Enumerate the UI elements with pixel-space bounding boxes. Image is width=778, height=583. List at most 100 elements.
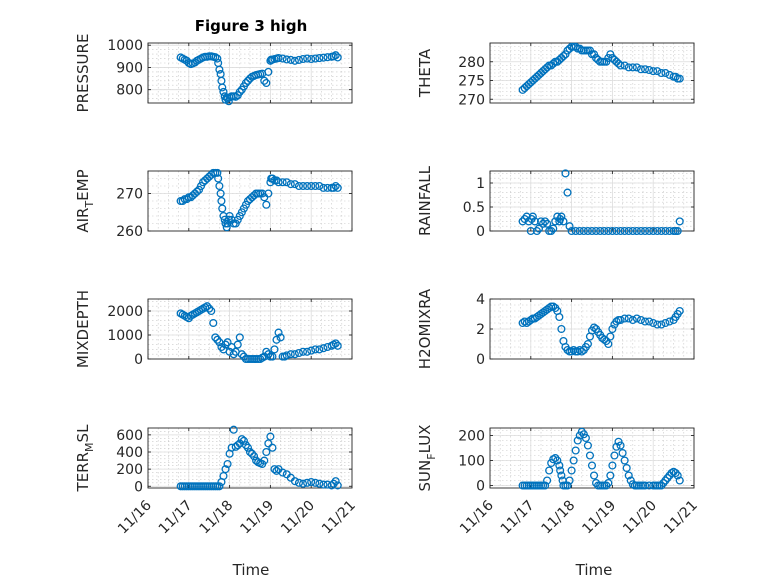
data-point — [675, 74, 684, 83]
data-point — [264, 189, 273, 198]
data-point — [218, 83, 227, 92]
data-point — [567, 466, 576, 475]
data-point — [571, 226, 580, 236]
data-point — [262, 78, 271, 88]
data-point — [522, 212, 531, 221]
data-point — [229, 350, 238, 359]
data-point — [303, 54, 312, 63]
data-point — [303, 347, 312, 356]
data-point — [237, 350, 246, 359]
x-tick-label: 11/19 — [237, 498, 277, 538]
data-point — [620, 61, 629, 70]
data-point — [612, 317, 621, 326]
data-point — [657, 320, 666, 329]
data-point — [663, 473, 672, 483]
data-point — [298, 479, 308, 488]
data-point — [645, 317, 654, 326]
axes-box — [147, 298, 353, 360]
data-point — [556, 466, 565, 475]
data-point — [583, 441, 592, 450]
x-tick-label: 11/16 — [457, 497, 497, 537]
data-point — [331, 477, 340, 486]
y-tick-label: 1 — [476, 176, 485, 192]
y-axis-label: SUNFLUX — [416, 425, 438, 492]
data-point — [649, 67, 658, 76]
data-point — [557, 212, 566, 221]
data-point — [290, 180, 299, 189]
data-point — [549, 224, 558, 233]
data-point — [583, 339, 592, 349]
data-point — [612, 226, 621, 236]
data-point — [252, 456, 261, 465]
data-point — [559, 52, 568, 61]
data-point — [217, 196, 226, 206]
data-point — [331, 181, 340, 191]
axes-box — [147, 170, 353, 232]
data-point — [178, 196, 187, 206]
data-point — [640, 226, 650, 236]
data-point — [239, 436, 248, 445]
data-point — [608, 226, 617, 236]
data-point — [294, 348, 304, 358]
data-point — [561, 169, 570, 178]
data-point — [315, 54, 324, 63]
data-point — [587, 226, 597, 236]
data-point — [618, 448, 627, 458]
data-point — [553, 456, 562, 465]
y-axis-label: TERRMSL — [74, 424, 96, 493]
data-point — [262, 447, 271, 457]
data-point — [608, 461, 617, 470]
data-point — [632, 314, 641, 323]
data-point — [311, 478, 320, 487]
data-point — [632, 226, 641, 236]
data-point — [675, 306, 684, 316]
data-point — [268, 443, 277, 452]
data-point — [278, 54, 287, 63]
data-point — [260, 352, 269, 361]
data-point — [282, 55, 291, 64]
y-tick-label: 270 — [116, 187, 143, 203]
data-point — [266, 432, 275, 441]
data-point — [260, 456, 269, 465]
data-point — [583, 226, 592, 236]
data-point — [286, 180, 295, 189]
data-point — [622, 463, 631, 473]
data-point — [333, 53, 342, 62]
data-point — [270, 465, 279, 474]
axes-box — [489, 427, 695, 489]
data-point — [278, 178, 287, 187]
data-point — [645, 481, 654, 490]
data-point — [587, 461, 597, 470]
axes-box — [147, 42, 353, 104]
data-point — [333, 183, 342, 192]
data-point — [290, 477, 299, 486]
data-point — [636, 65, 646, 74]
data-point — [624, 63, 633, 72]
data-point — [620, 226, 629, 236]
x-tick-label: 11/16 — [115, 497, 155, 537]
data-point — [616, 61, 625, 70]
data-point — [286, 55, 295, 64]
data-point — [319, 53, 328, 62]
axes-box — [147, 427, 353, 489]
data-point — [526, 226, 535, 236]
data-point — [616, 441, 625, 450]
data-point — [274, 178, 283, 187]
data-point — [207, 306, 216, 316]
data-point — [661, 476, 670, 485]
y-tick-label: 0 — [476, 479, 485, 495]
data-point — [235, 333, 244, 342]
x-tick-label: 11/18 — [539, 498, 579, 538]
data-point — [221, 465, 230, 474]
data-point — [589, 323, 599, 332]
data-point — [606, 332, 615, 341]
data-point — [262, 200, 271, 209]
data-point — [311, 345, 320, 354]
data-point — [262, 347, 271, 356]
figure-title: Figure 3 high — [195, 17, 308, 35]
data-point — [602, 481, 611, 490]
data-point — [604, 478, 613, 488]
data-point — [223, 459, 232, 469]
data-point — [624, 226, 633, 236]
